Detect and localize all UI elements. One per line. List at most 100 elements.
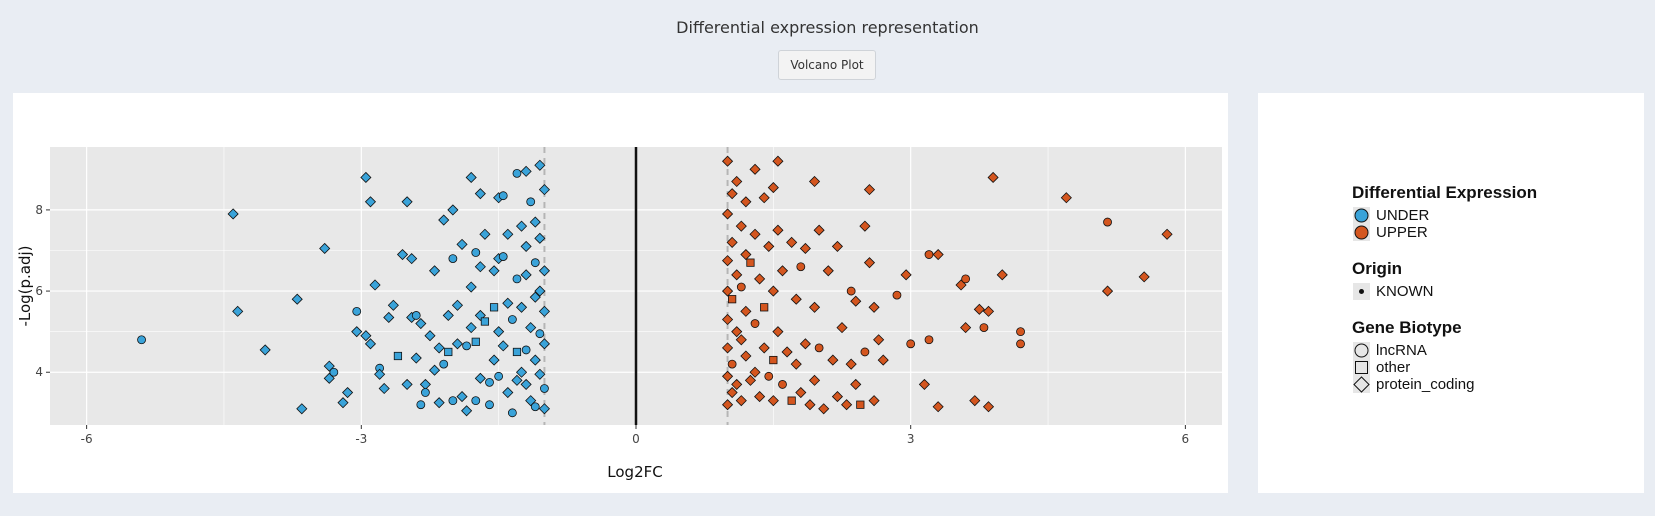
data-points [137,155,1173,418]
point-under-lncrna [352,306,362,316]
circle-outline-icon [1353,342,1370,359]
legend-item-upper[interactable]: UPPER [1352,224,1537,241]
point-upper-protein-coding [749,163,761,175]
point-upper-protein-coding [749,228,761,240]
point-under-protein-coding [538,403,551,415]
point-upper-protein-coding [822,265,834,277]
point-under-protein-coding [515,366,528,378]
x-tick-label: 3 [907,432,915,446]
point-upper-protein-coding [758,342,770,354]
point-upper-lncrna [979,323,989,332]
point-under-protein-coding [493,326,505,338]
legend-label-other: other [1376,359,1411,376]
point-upper-other [760,303,769,312]
point-upper-protein-coding [721,208,734,220]
point-under-lncrna [498,252,508,261]
legend-biotype: Gene Biotype lncRNA other protein_coding [1352,318,1537,393]
point-under-lncrna [448,254,458,264]
point-upper-protein-coding [721,155,734,167]
point-under-lncrna [462,341,472,351]
point-upper-protein-coding [804,399,816,411]
point-upper-protein-coding [731,378,743,390]
point-upper-protein-coding [772,155,784,167]
point-upper-protein-coding [1101,285,1114,297]
legend: Differential Expression UNDER UPPER Orig… [1352,183,1537,411]
point-upper-protein-coding [808,374,821,386]
point-under-lncrna [512,274,522,284]
page-title: Differential expression representation [676,18,979,37]
point-under-protein-coding [360,330,372,342]
point-upper-protein-coding [721,399,734,411]
point-upper-protein-coding [790,358,802,370]
legend-item-other[interactable]: other [1352,359,1537,376]
circle-orange-icon [1353,224,1370,241]
point-under-protein-coding [424,330,436,342]
point-upper-protein-coding [731,175,743,188]
point-upper-protein-coding [754,273,766,285]
point-upper-lncrna [778,380,787,389]
legend-label-under: UNDER [1376,207,1430,224]
legend-item-known[interactable]: KNOWN [1352,283,1537,300]
point-upper-protein-coding [850,295,862,307]
point-under-lncrna [540,384,549,393]
point-upper-protein-coding [781,346,793,358]
point-under-protein-coding [525,322,537,334]
plot-panel: -6 -3 0 3 6 4 6 8 Log2FC -Log(p.adj) [13,93,1228,493]
legend-label-upper: UPPER [1376,224,1428,241]
point-under-lncrna [471,396,481,406]
point-upper-protein-coding [726,236,738,248]
point-under-other [480,317,490,326]
point-under-lncrna [439,359,449,369]
point-upper-lncrna [961,274,971,284]
axes: -6 -3 0 3 6 4 6 8 [35,203,1189,446]
point-under-protein-coding [319,242,331,255]
point-under-protein-coding [534,232,546,244]
point-upper-protein-coding [740,305,752,317]
point-under-protein-coding [520,165,532,177]
point-upper-lncrna [860,347,870,357]
point-under-protein-coding [538,184,551,196]
point-under-protein-coding [428,364,441,376]
point-under-protein-coding [415,317,427,330]
point-upper-protein-coding [859,220,871,232]
point-under-protein-coding [396,248,409,261]
point-under-lncrna [471,248,481,257]
point-upper-protein-coding [758,192,770,204]
point-upper-other [746,258,755,267]
point-under-protein-coding [538,265,551,277]
square-outline-icon [1353,359,1370,376]
legend-item-protein-coding[interactable]: protein_coding [1352,376,1537,393]
point-upper-protein-coding [799,242,811,255]
legend-label-protein-coding: protein_coding [1376,376,1475,393]
point-under-lncrna [530,258,540,268]
point-upper-protein-coding [850,378,862,390]
y-axis-label: -Log(p.adj) [16,245,34,326]
point-upper-protein-coding [845,358,857,370]
point-under-protein-coding [438,214,450,226]
point-upper-protein-coding [808,301,821,313]
point-upper-protein-coding [918,378,930,390]
point-upper-protein-coding [868,395,880,407]
point-upper-protein-coding [868,301,880,313]
point-upper-lncrna [736,282,746,292]
legend-item-under[interactable]: UNDER [1352,207,1537,224]
point-upper-protein-coding [772,326,784,338]
legend-title-origin: Origin [1352,259,1403,278]
tab-volcano-plot[interactable]: Volcano Plot [778,50,876,80]
point-under-protein-coding [465,322,477,334]
legend-item-lncrna[interactable]: lncRNA [1352,342,1537,359]
point-under-protein-coding [529,354,541,366]
point-upper-protein-coding [960,322,972,334]
point-under-protein-coding [364,338,377,350]
point-under-protein-coding [401,196,413,208]
point-upper-protein-coding [731,326,743,338]
point-upper-protein-coding [982,401,995,413]
volcano-plot: -6 -3 0 3 6 4 6 8 Log2FC -Log(p.adj) [16,147,1222,481]
x-tick-label: 6 [1182,432,1190,446]
legend-title-biotype: Gene Biotype [1352,318,1462,337]
point-under-protein-coding [374,368,386,380]
point-upper-other [787,396,796,405]
legend-origin: Origin KNOWN [1352,259,1537,300]
point-under-protein-coding [497,340,509,352]
point-upper-lncrna [892,290,902,300]
